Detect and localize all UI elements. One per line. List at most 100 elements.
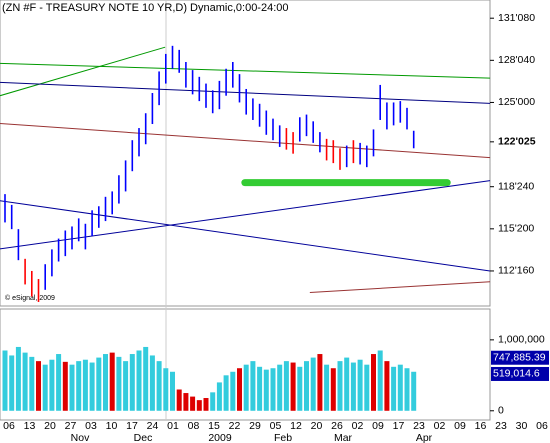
x-tick-label: 06	[3, 420, 15, 432]
trend-line	[0, 81, 491, 104]
x-month-label: Apr	[416, 432, 433, 443]
volume-bar	[216, 382, 222, 411]
x-tick-label: 24	[147, 420, 159, 432]
volume-bar	[350, 362, 356, 411]
volume-level-box	[491, 350, 549, 365]
y-tick-label: 125'000	[498, 96, 535, 108]
volume-bar	[230, 371, 236, 411]
volume-bar	[411, 371, 417, 411]
x-tick-label: 02	[352, 420, 364, 432]
volume-bar	[364, 364, 370, 411]
x-month-label: Feb	[274, 432, 292, 443]
volume-bar	[283, 361, 289, 411]
trend-line	[0, 46, 166, 97]
volume-bar	[82, 359, 88, 411]
volume-bar	[203, 398, 209, 411]
x-tick-label: 03	[85, 420, 97, 432]
volume-level-label: 519,014.6	[493, 368, 540, 380]
volume-bar	[62, 361, 68, 411]
volume-bar	[317, 354, 323, 411]
volume-bar	[56, 354, 62, 411]
volume-bar	[176, 389, 182, 411]
x-tick-label: 08	[188, 420, 200, 432]
x-tick-label: 23	[413, 420, 425, 432]
credit: © eSignal, 2009	[5, 294, 55, 302]
volume-bar	[22, 352, 28, 411]
volume-bar	[397, 364, 403, 411]
trend-line	[309, 281, 491, 294]
volume-bar	[29, 356, 35, 411]
volume-bar	[109, 352, 115, 411]
x-tick-label: 22	[229, 420, 241, 432]
x-tick-label: 30	[516, 420, 528, 432]
volume-bar	[377, 350, 383, 411]
x-tick-label: 29	[249, 420, 261, 432]
price-pane	[0, 0, 491, 307]
y-tick-label: 118'240	[498, 180, 534, 192]
x-tick-label: 20	[44, 420, 56, 432]
volume-bar	[69, 364, 75, 411]
volume-bar	[170, 371, 175, 411]
trend-line	[0, 200, 491, 272]
volume-bar	[129, 354, 135, 411]
trend-line	[0, 122, 491, 159]
volume-bar	[243, 364, 249, 411]
volume-bar	[89, 362, 95, 411]
y2-tick-label: 1,000,000	[498, 334, 545, 346]
x-tick-label: 02	[434, 420, 446, 432]
volume-bar	[344, 357, 350, 411]
x-month-label: Dec	[134, 432, 153, 443]
volume-bar	[371, 354, 376, 411]
volume-bar	[156, 361, 162, 411]
volume-bar	[2, 350, 8, 411]
trend-line	[0, 180, 491, 250]
volume-bar	[15, 346, 21, 411]
y-tick-label: 128'040	[498, 54, 535, 66]
volume-bar	[190, 396, 196, 411]
volume-bar	[270, 368, 276, 411]
volume-bar	[404, 368, 410, 411]
volume-bar	[250, 361, 256, 411]
volume-bar	[149, 355, 155, 411]
x-month-label: Mar	[334, 432, 353, 443]
volume-bar	[391, 366, 397, 411]
volume-bar	[96, 357, 102, 411]
x-tick-label: 06	[536, 420, 548, 432]
x-tick-label: 13	[24, 420, 36, 432]
last-price-label: 122'025	[498, 136, 536, 148]
volume-bar	[277, 364, 283, 411]
volume-bar	[223, 375, 229, 411]
volume-bar	[136, 350, 142, 411]
volume-bar	[304, 361, 309, 411]
x-tick-label: 26	[331, 420, 343, 432]
x-month-label: 2009	[208, 432, 232, 443]
volume-bar	[36, 361, 41, 411]
volume-bar	[103, 354, 108, 411]
volume-bar	[183, 393, 189, 411]
volume-bar	[210, 392, 216, 411]
volume-bar	[143, 346, 149, 411]
volume-bar	[163, 368, 169, 411]
volume-bar	[297, 366, 303, 411]
chart-title: (ZN #F - TREASURY NOTE 10 YR,D) Dynamic,…	[2, 2, 289, 14]
volume-level-box	[491, 366, 549, 381]
y-tick-label: 112'160	[498, 265, 534, 277]
x-tick-label: 23	[495, 420, 507, 432]
volume-level-label: 747,885.39	[493, 352, 546, 364]
x-tick-label: 05	[270, 420, 282, 432]
x-tick-label: 20	[311, 420, 323, 432]
volume-bar	[330, 368, 336, 411]
volume-bar	[76, 361, 82, 411]
x-tick-label: 09	[454, 420, 466, 432]
volume-bar	[324, 364, 330, 411]
volume-bar	[337, 361, 343, 411]
x-tick-label: 01	[167, 420, 179, 432]
y-tick-label: 131'080	[498, 12, 535, 24]
x-tick-label: 16	[475, 420, 487, 432]
x-tick-label: 27	[65, 420, 77, 432]
y2-tick-label: 0	[498, 405, 504, 417]
volume-bar	[49, 359, 55, 411]
x-tick-label: 17	[126, 420, 138, 432]
volume-bar	[9, 355, 15, 411]
